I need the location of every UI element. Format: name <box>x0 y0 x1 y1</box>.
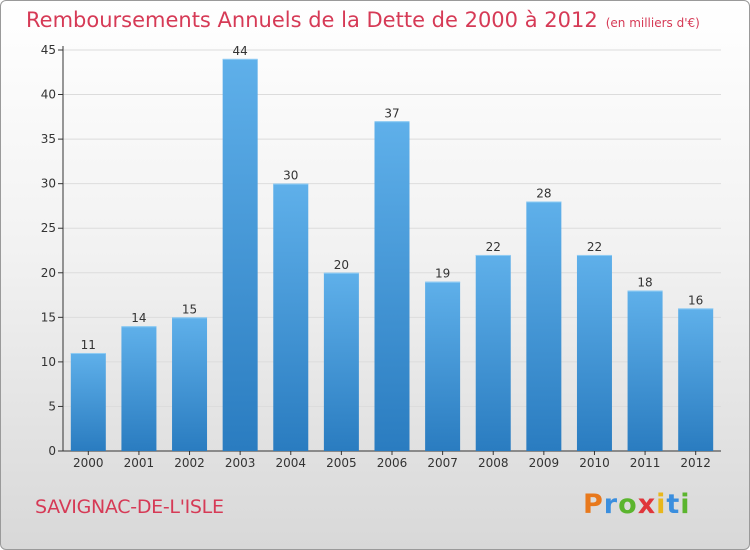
y-tick-label: 35 <box>41 132 56 146</box>
y-tick-label: 0 <box>48 444 56 458</box>
data-label-2001: 14 <box>131 311 146 325</box>
data-label-2002: 15 <box>182 302 197 316</box>
logo-letter: o <box>618 489 638 520</box>
y-tick-label: 45 <box>41 43 56 57</box>
bar-2002 <box>172 317 208 451</box>
data-label-2007: 19 <box>435 267 450 281</box>
logo-letter: r <box>603 489 619 520</box>
x-tick-label-2004: 2004 <box>275 456 306 470</box>
bar-2006 <box>374 121 410 452</box>
bar-2009 <box>526 201 562 451</box>
chart-unit-note: (en milliers d'€) <box>605 16 700 30</box>
bar-2007 <box>425 281 461 451</box>
x-tick-label-2001: 2001 <box>124 456 155 470</box>
data-label-2006: 37 <box>384 106 399 120</box>
bar-2004 <box>273 183 309 451</box>
chart-title-text: Remboursements Annuels de la Dette de 20… <box>26 8 598 32</box>
x-tick-label-2012: 2012 <box>680 456 711 470</box>
logo-letter: i <box>656 489 667 520</box>
x-tick-label-2006: 2006 <box>377 456 408 470</box>
data-label-2005: 20 <box>334 258 349 272</box>
x-tick-label-2002: 2002 <box>174 456 205 470</box>
bar-2012 <box>678 308 714 451</box>
logo-letter: P <box>583 489 604 520</box>
logo-letter: i <box>680 489 691 520</box>
proxiti-logo: Proxiti <box>583 489 691 520</box>
y-tick-label: 30 <box>41 177 56 191</box>
x-tick-label-2009: 2009 <box>529 456 560 470</box>
y-tick-label: 5 <box>48 399 56 413</box>
logo-letter: t <box>666 489 681 520</box>
data-label-2004: 30 <box>283 169 298 183</box>
data-label-2000: 11 <box>81 338 96 352</box>
bar-2008 <box>475 254 511 451</box>
data-label-2009: 28 <box>536 186 551 200</box>
bar-2005 <box>323 272 359 451</box>
y-tick-label: 15 <box>41 310 56 324</box>
labels: 0 5 10 15 20 25 30 35 40 45 11 2000 14 2001 15 2002 44 20… <box>41 43 711 470</box>
x-tick-label-2005: 2005 <box>326 456 357 470</box>
y-tick-label: 20 <box>41 266 56 280</box>
y-tick-label: 40 <box>41 88 56 102</box>
x-tick-label-2007: 2007 <box>427 456 458 470</box>
x-tick-label-2000: 2000 <box>73 456 104 470</box>
bar-2000 <box>70 352 106 451</box>
data-label-2012: 16 <box>688 293 703 307</box>
x-tick-label-2011: 2011 <box>630 456 661 470</box>
data-label-2008: 22 <box>486 240 501 254</box>
data-label-2010: 22 <box>587 240 602 254</box>
commune-name: SAVIGNAC-DE-L'ISLE <box>35 496 224 518</box>
x-tick-label-2003: 2003 <box>225 456 256 470</box>
x-tick-label-2008: 2008 <box>478 456 509 470</box>
bar-2011 <box>627 290 663 451</box>
bar-2010 <box>576 254 612 451</box>
logo-letter: x <box>637 489 657 520</box>
y-tick-label: 10 <box>41 355 56 369</box>
bar-2003 <box>222 58 258 452</box>
data-label-2003: 44 <box>233 44 248 58</box>
y-tick-label: 25 <box>41 221 56 235</box>
bars <box>70 58 714 452</box>
data-label-2011: 18 <box>637 276 652 290</box>
chart-title: Remboursements Annuels de la Dette de 20… <box>26 8 700 32</box>
x-tick-label-2010: 2010 <box>579 456 610 470</box>
bar-2001 <box>121 326 157 451</box>
